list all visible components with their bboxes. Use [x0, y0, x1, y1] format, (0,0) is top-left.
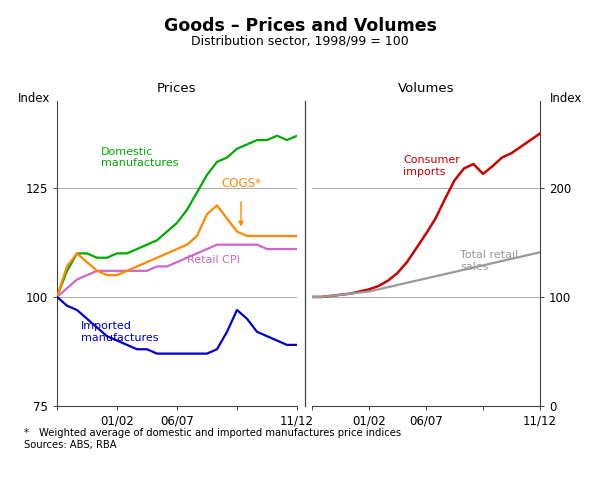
Text: Consumer
imports: Consumer imports	[403, 155, 460, 177]
Text: COGS*: COGS*	[221, 177, 261, 190]
Text: Distribution sector, 1998/99 = 100: Distribution sector, 1998/99 = 100	[191, 34, 409, 47]
Text: Prices: Prices	[157, 82, 197, 95]
Text: Domestic
manufactures: Domestic manufactures	[101, 147, 179, 168]
Text: Retail CPI: Retail CPI	[187, 255, 240, 265]
Text: Index: Index	[550, 92, 582, 105]
Text: Total retail
sales: Total retail sales	[460, 250, 518, 272]
Text: Volumes: Volumes	[398, 82, 454, 95]
Text: Goods – Prices and Volumes: Goods – Prices and Volumes	[163, 17, 437, 35]
Text: Index: Index	[18, 92, 50, 105]
Text: * Weighted average of domestic and imported manufactures price indices
Sources: : * Weighted average of domestic and impor…	[24, 428, 401, 450]
Text: Imported
manufactures: Imported manufactures	[81, 321, 158, 342]
